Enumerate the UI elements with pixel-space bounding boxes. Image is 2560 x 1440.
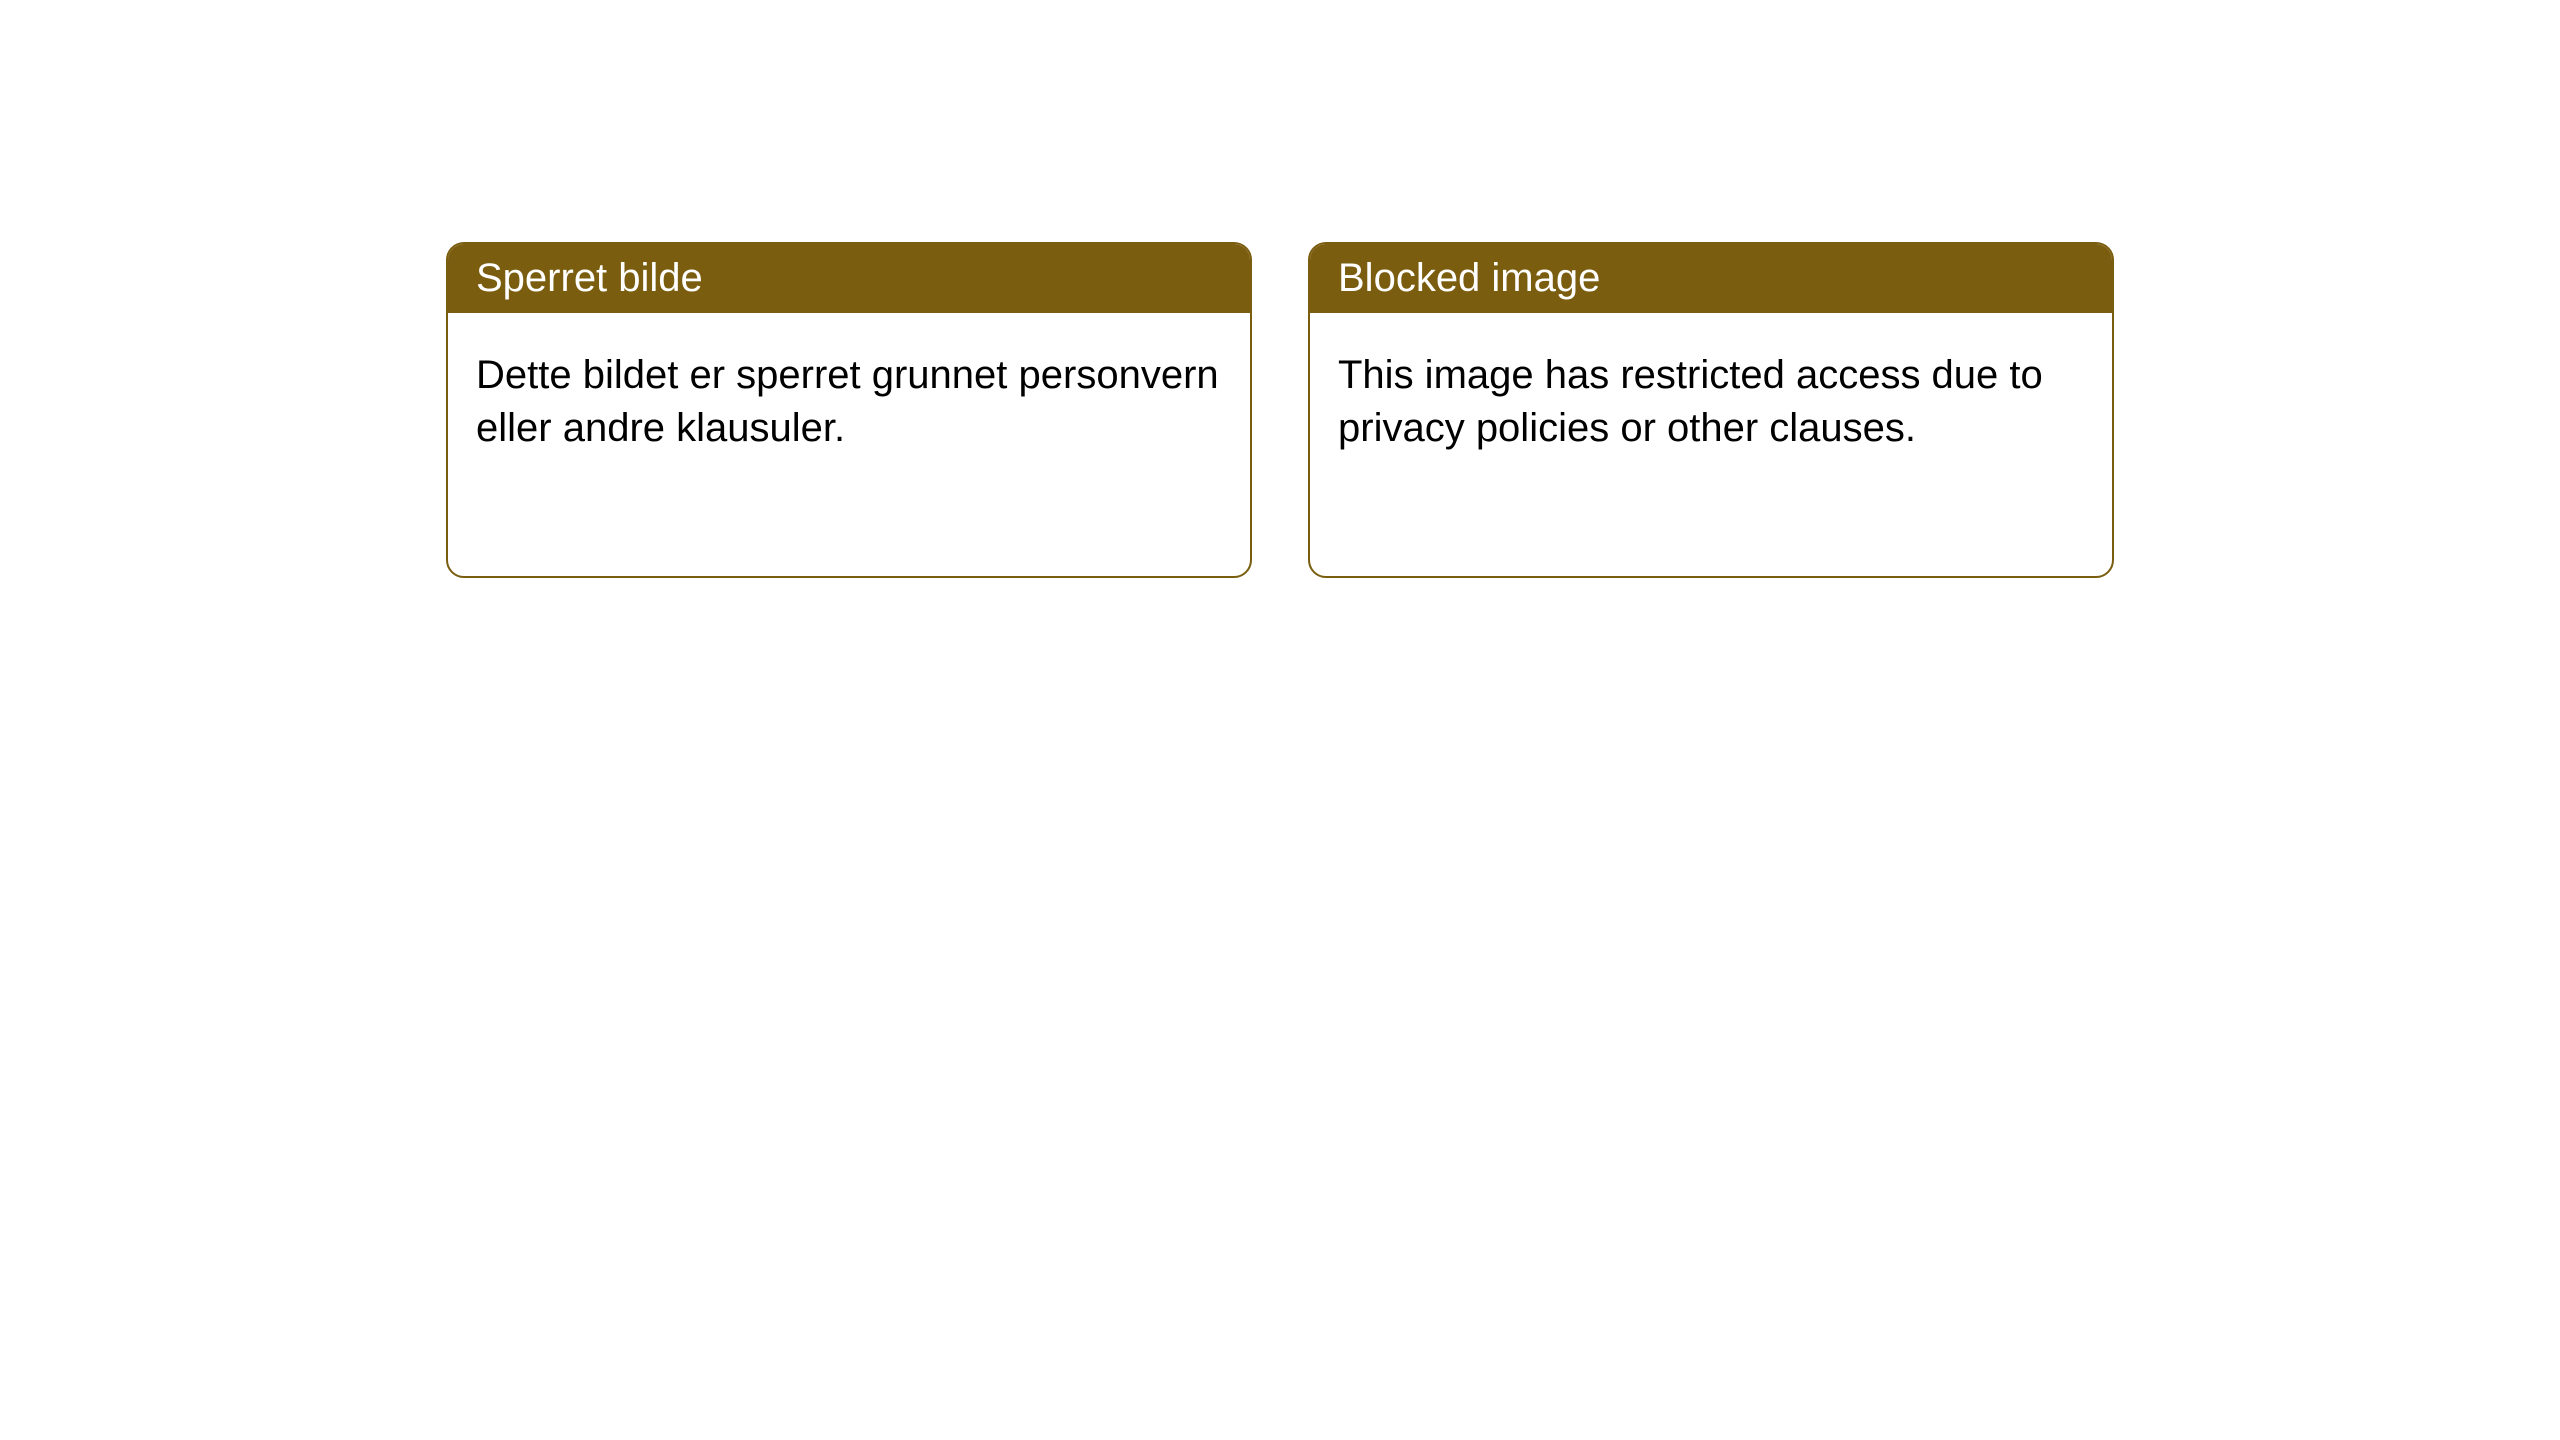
card-header: Sperret bilde (448, 244, 1250, 313)
notice-cards-container: Sperret bilde Dette bildet er sperret gr… (0, 0, 2560, 578)
card-header: Blocked image (1310, 244, 2112, 313)
blocked-image-card-no: Sperret bilde Dette bildet er sperret gr… (446, 242, 1252, 578)
blocked-image-card-en: Blocked image This image has restricted … (1308, 242, 2114, 578)
card-body-text: Dette bildet er sperret grunnet personve… (476, 353, 1219, 450)
card-body-text: This image has restricted access due to … (1338, 353, 2043, 450)
card-body: This image has restricted access due to … (1310, 313, 2112, 491)
card-body: Dette bildet er sperret grunnet personve… (448, 313, 1250, 491)
card-title: Blocked image (1338, 256, 1600, 300)
card-title: Sperret bilde (476, 256, 703, 300)
